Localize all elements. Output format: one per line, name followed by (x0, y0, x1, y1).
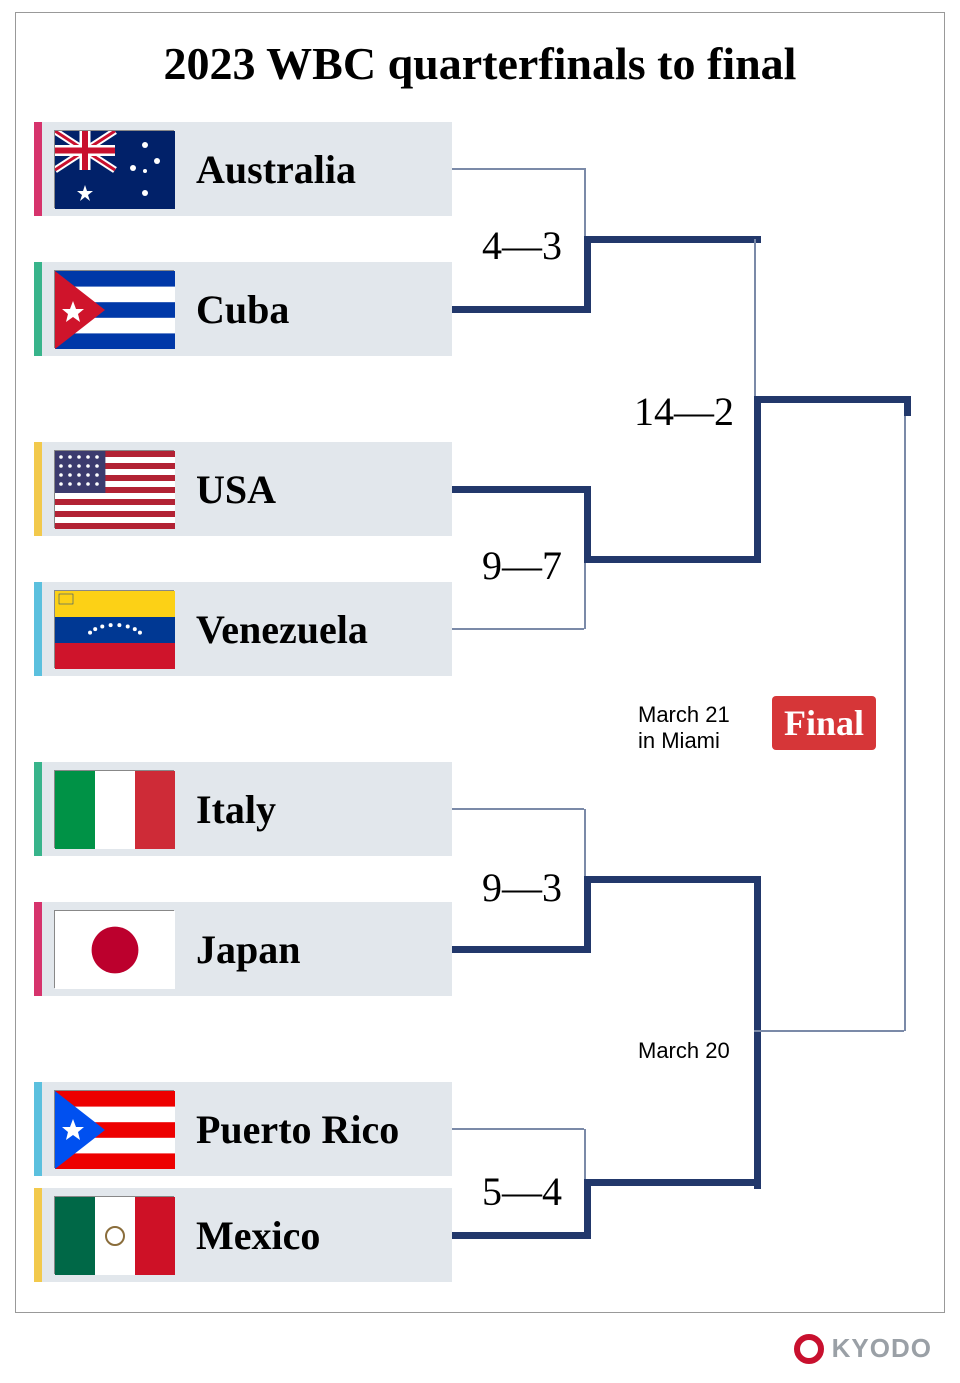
score-label: 9—7 (482, 542, 562, 589)
team-stripe (34, 762, 42, 856)
flag-box (42, 442, 186, 536)
flag-australia-icon (54, 130, 174, 208)
winner-line (584, 876, 761, 883)
bracket-line (452, 168, 584, 170)
flag-box (42, 902, 186, 996)
winner-line (584, 879, 591, 949)
winner-line (754, 879, 761, 1189)
winner-line (754, 396, 911, 403)
team-name: Mexico (186, 1188, 452, 1282)
score-label: 5—4 (482, 1168, 562, 1215)
flag-box (42, 262, 186, 356)
score-label: 14—2 (634, 388, 734, 435)
team-name: Australia (186, 122, 452, 216)
winner-line (584, 1182, 591, 1235)
bracket-line (754, 1030, 904, 1032)
score-label: 9—3 (482, 864, 562, 911)
winner-line (452, 946, 591, 953)
team-name: USA (186, 442, 452, 536)
team-row: Venezuela (34, 582, 452, 676)
team-row: Cuba (34, 262, 452, 356)
team-name: Puerto Rico (186, 1082, 452, 1176)
bracket-line (904, 399, 906, 1031)
kyodo-logo-icon (794, 1334, 824, 1364)
team-row: USA (34, 442, 452, 536)
bracket-line (452, 628, 584, 630)
credit-line: KYODO (0, 1313, 960, 1380)
team-row: Italy (34, 762, 452, 856)
page-title: 2023 WBC quarterfinals to final (34, 37, 926, 90)
flag-box (42, 1188, 186, 1282)
team-row: Japan (34, 902, 452, 996)
team-stripe (34, 442, 42, 536)
flag-japan-icon (54, 910, 174, 988)
team-stripe (34, 262, 42, 356)
team-stripe (34, 1082, 42, 1176)
bracket-frame: 2023 WBC quarterfinals to final Australi… (15, 12, 945, 1313)
team-name: Cuba (186, 262, 452, 356)
flag-box (42, 1082, 186, 1176)
team-stripe (34, 122, 42, 216)
flag-venezuela-icon (54, 590, 174, 668)
winner-line (584, 236, 761, 243)
flag-box (42, 762, 186, 856)
winner-line (754, 399, 761, 563)
bracket-line (452, 808, 584, 810)
flag-box (42, 582, 186, 676)
date-label: March 20 (638, 1038, 730, 1064)
bracket-line (452, 1128, 584, 1130)
winner-line (584, 556, 761, 563)
team-name: Japan (186, 902, 452, 996)
final-badge: Final (772, 696, 876, 750)
team-name: Italy (186, 762, 452, 856)
date-label: March 21 (638, 702, 730, 728)
team-name: Venezuela (186, 582, 452, 676)
winner-line (584, 239, 591, 309)
winner-line (904, 396, 911, 416)
team-stripe (34, 1188, 42, 1282)
flag-mexico-icon (54, 1196, 174, 1274)
credit-text: KYODO (832, 1333, 932, 1364)
flag-cuba-icon (54, 270, 174, 348)
winner-line (452, 486, 591, 493)
flag-usa-icon (54, 450, 174, 528)
date-label: in Miami (638, 728, 720, 754)
flag-italy-icon (54, 770, 174, 848)
bracket-canvas: Australia Cuba USA Venezuela ItalyJapan … (34, 122, 926, 1282)
score-label: 4—3 (482, 222, 562, 269)
team-row: Australia (34, 122, 452, 216)
flag-box (42, 122, 186, 216)
team-stripe (34, 582, 42, 676)
team-row: Puerto Rico (34, 1082, 452, 1176)
winner-line (452, 1232, 591, 1239)
winner-line (584, 1179, 761, 1186)
team-stripe (34, 902, 42, 996)
winner-line (584, 486, 591, 563)
flag-puertorico-icon (54, 1090, 174, 1168)
team-row: Mexico (34, 1188, 452, 1282)
winner-line (452, 306, 591, 313)
